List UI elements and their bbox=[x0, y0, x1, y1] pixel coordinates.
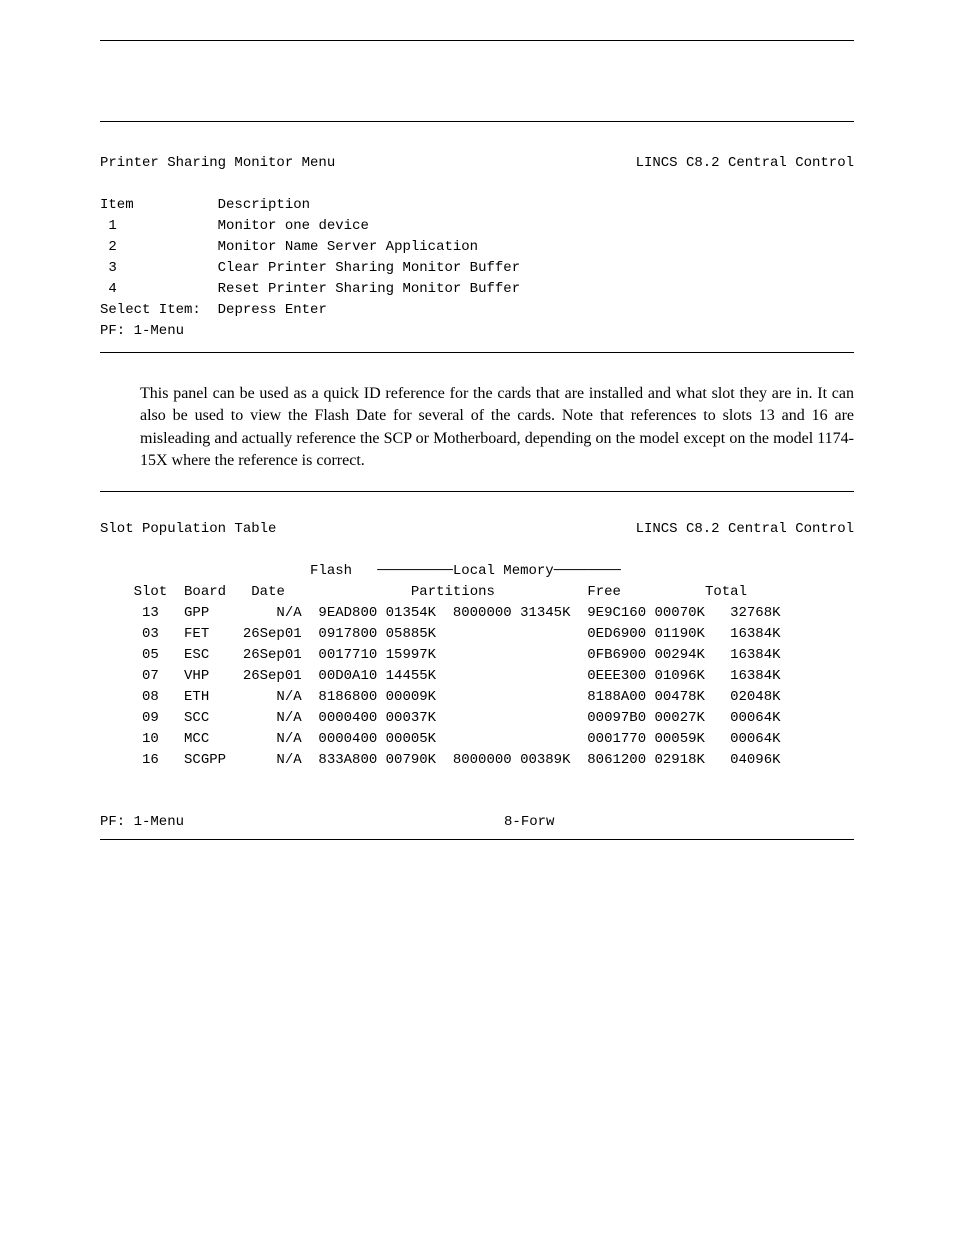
top-horizontal-rule bbox=[100, 40, 854, 41]
panel2-pf-left: PF: 1-Menu bbox=[100, 812, 184, 833]
menu-item-3-num: 3 bbox=[100, 260, 117, 276]
menu-item-3-desc: Clear Printer Sharing Monitor Buffer bbox=[218, 260, 520, 276]
menu-item-1-num: 1 bbox=[100, 218, 117, 234]
select-item-label: Select Item: bbox=[100, 302, 201, 318]
printer-sharing-panel: Printer Sharing Monitor Menu LINCS C8.2 C… bbox=[100, 121, 854, 353]
select-item-action: Depress Enter bbox=[218, 302, 327, 318]
panel1-system-label: LINCS C8.2 Central Control bbox=[636, 153, 854, 174]
slot-rows-container: 13 GPP N/A 9EAD800 01354K 8000000 31345K… bbox=[100, 603, 854, 771]
col-partitions: Partitions bbox=[411, 584, 495, 600]
description-paragraph: This panel can be used as a quick ID ref… bbox=[140, 383, 854, 473]
col-item: Item bbox=[100, 197, 134, 213]
menu-item-1-desc: Monitor one device bbox=[218, 218, 369, 234]
panel2-system-label: LINCS C8.2 Central Control bbox=[636, 519, 854, 540]
col-free: Free bbox=[587, 584, 621, 600]
col-total: Total bbox=[705, 584, 747, 600]
panel1-title: Printer Sharing Monitor Menu bbox=[100, 153, 335, 174]
menu-item-4-num: 4 bbox=[100, 281, 117, 297]
col-desc: Description bbox=[218, 197, 310, 213]
panel2-pf-right: 8-Forw bbox=[504, 812, 554, 833]
col-slot: Slot bbox=[134, 584, 168, 600]
panel2-title: Slot Population Table bbox=[100, 519, 276, 540]
col-board: Board bbox=[184, 584, 226, 600]
header-local-memory: Local Memory bbox=[453, 563, 554, 579]
panel1-pf: PF: 1-Menu bbox=[100, 323, 184, 339]
menu-item-4-desc: Reset Printer Sharing Monitor Buffer bbox=[218, 281, 520, 297]
slot-population-panel: Slot Population Table LINCS C8.2 Central … bbox=[100, 491, 854, 840]
header-flash: Flash bbox=[310, 563, 352, 579]
menu-item-2-num: 2 bbox=[100, 239, 117, 255]
col-date: Date bbox=[251, 584, 285, 600]
menu-item-2-desc: Monitor Name Server Application bbox=[218, 239, 478, 255]
